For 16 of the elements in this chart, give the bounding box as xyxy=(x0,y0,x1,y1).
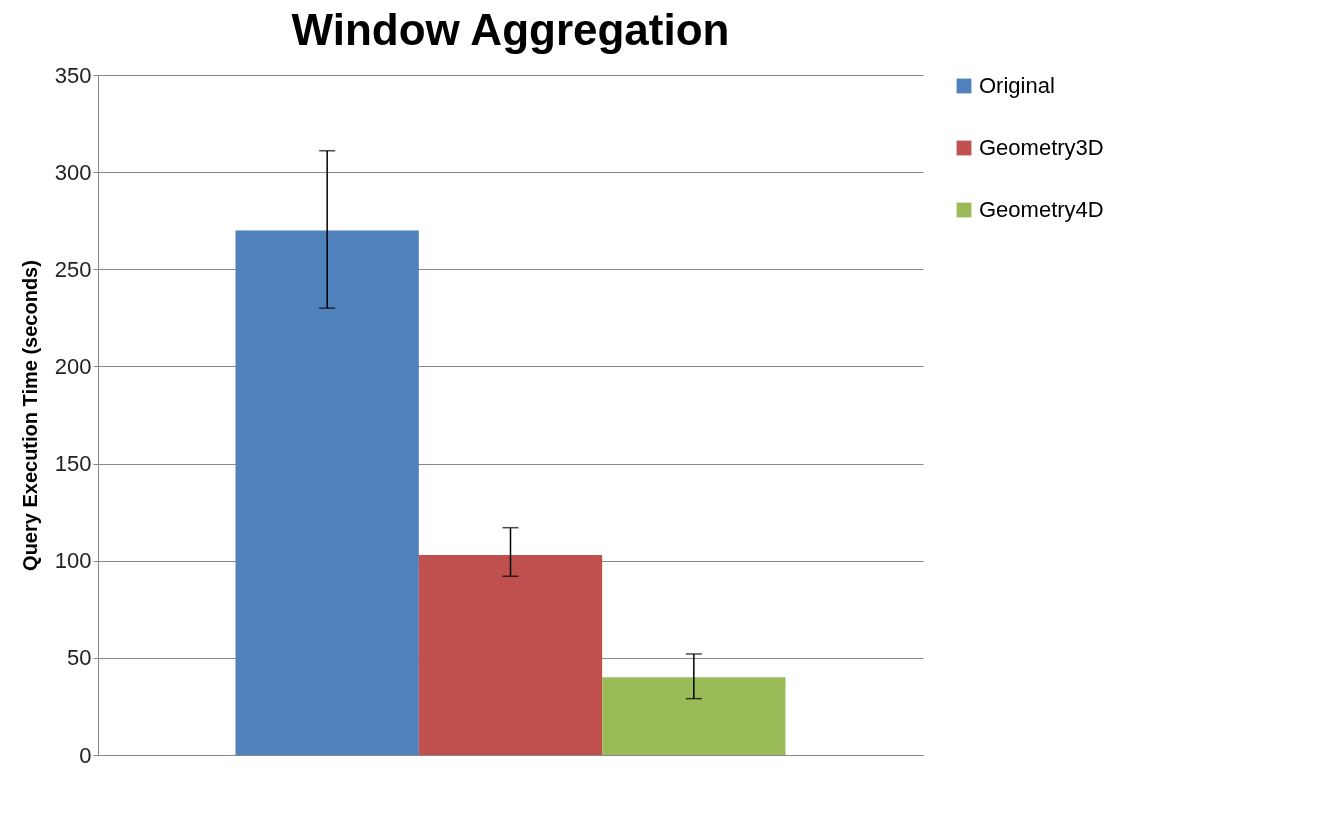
bar xyxy=(602,677,786,755)
y-tick-label: 100 xyxy=(54,548,92,574)
y-tick-label: 50 xyxy=(67,645,92,671)
y-tick-label: 250 xyxy=(54,256,92,282)
y-tick-label: 150 xyxy=(54,451,92,477)
bar xyxy=(235,230,419,755)
y-axis-title: Query Execution Time (seconds) xyxy=(18,260,41,571)
y-tick-label: 0 xyxy=(79,742,92,768)
legend-label: Geometry3D xyxy=(979,135,1104,160)
legend-label: Geometry4D xyxy=(979,197,1104,222)
bar xyxy=(418,554,603,755)
chart-title: Window Aggregation xyxy=(291,5,730,54)
y-tick-label: 200 xyxy=(54,353,92,379)
y-tick-label: 350 xyxy=(54,62,92,88)
y-tick-label: 300 xyxy=(54,159,92,185)
legend-label: Original xyxy=(979,73,1055,98)
